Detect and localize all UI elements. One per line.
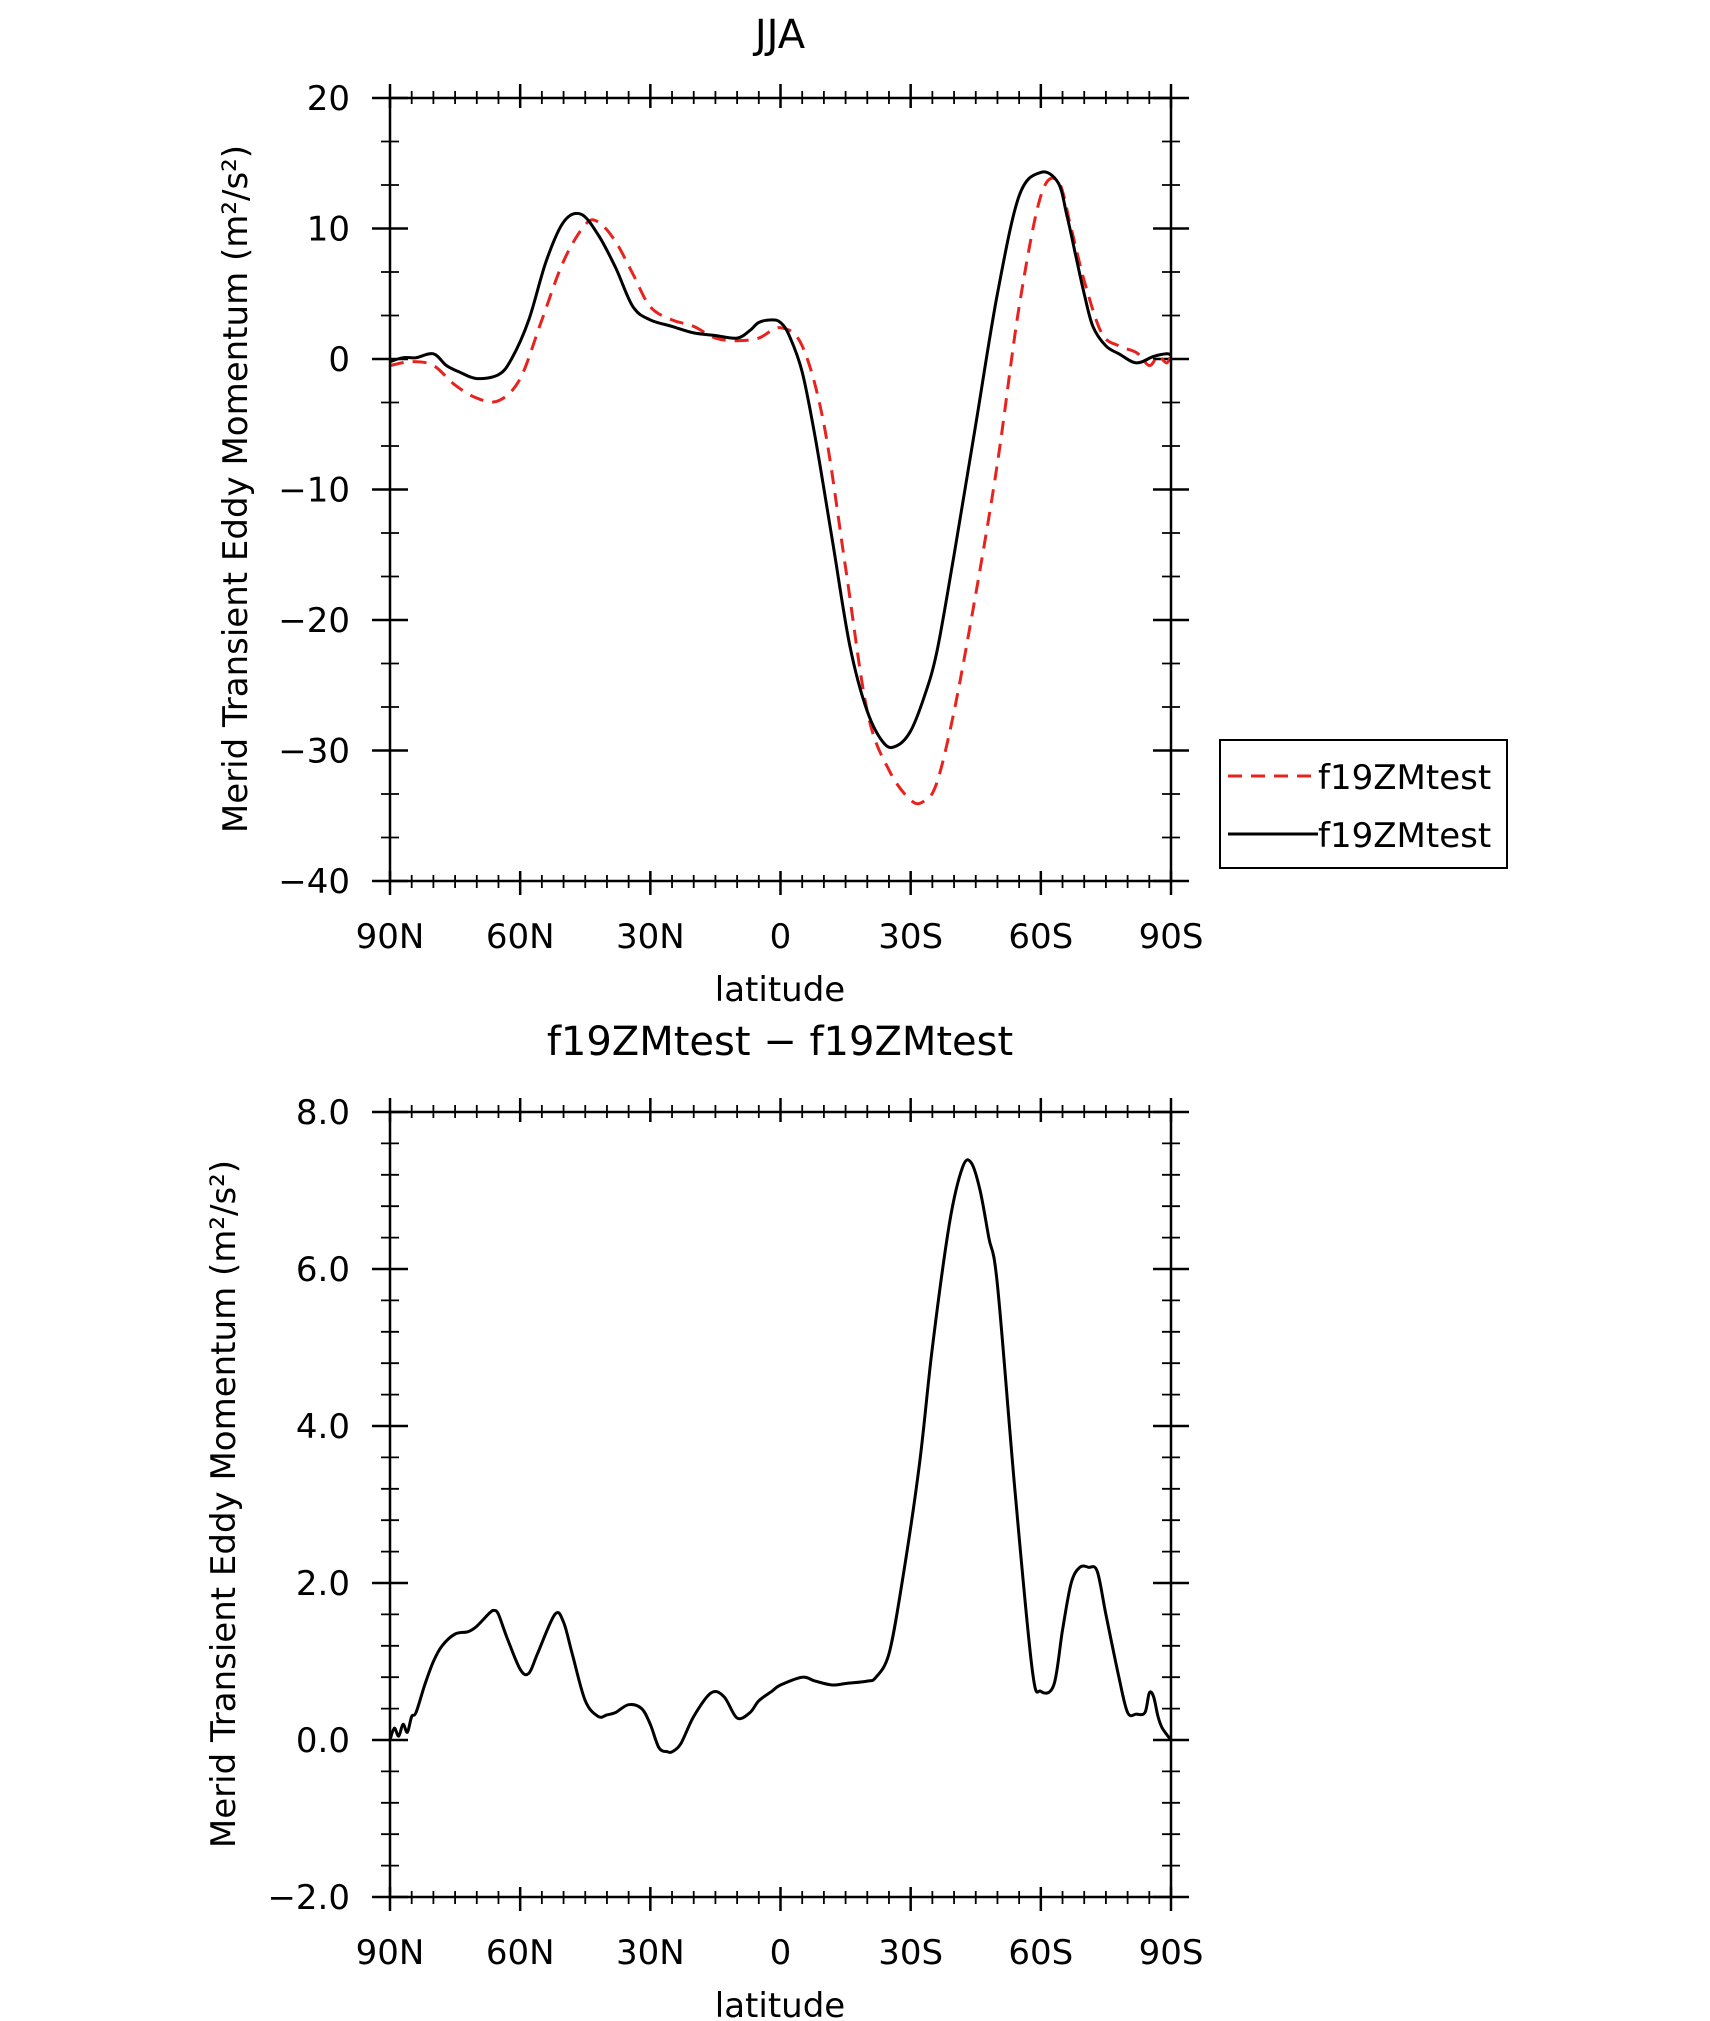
top-chart: JJA 90N 60N 30N 0 30S 60S 90S −40 −30 −20 −10 0 10 20… bbox=[216, 12, 1508, 1010]
legend-label-series-2: f19ZMtest bbox=[1318, 816, 1491, 856]
bottom-x-tick-label: 30N bbox=[616, 1933, 685, 1973]
top-x-tick-label: 0 bbox=[770, 917, 792, 957]
top-x-axis-label: latitude bbox=[715, 970, 845, 1010]
top-chart-series bbox=[389, 170, 1173, 806]
bottom-x-tick-label: 30S bbox=[878, 1933, 943, 1973]
legend-label-series-1: f19ZMtest bbox=[1318, 758, 1491, 798]
top-y-tick-label: −30 bbox=[278, 732, 350, 772]
top-y-tick-label: −10 bbox=[278, 471, 350, 511]
bottom-y-tick-label: 4.0 bbox=[296, 1407, 350, 1447]
top-x-tick-label: 30N bbox=[616, 917, 685, 957]
bottom-y-tick-label: 0.0 bbox=[296, 1721, 350, 1761]
bottom-x-tick-label: 90S bbox=[1139, 1933, 1204, 1973]
top-x-tick-label: 90S bbox=[1139, 917, 1204, 957]
bottom-x-tick-label: 0 bbox=[770, 1933, 792, 1973]
bottom-x-tick-label: 60S bbox=[1008, 1933, 1073, 1973]
top-series-line-2 bbox=[389, 170, 1172, 750]
top-y-tick-label: −20 bbox=[278, 601, 350, 641]
bottom-plot-frame bbox=[388, 1110, 1173, 1899]
legend: f19ZMtest f19ZMtest bbox=[1219, 739, 1508, 869]
top-chart-ticks bbox=[372, 84, 1189, 895]
bottom-chart-tick-labels: 90N 60N 30N 0 30S 60S 90S −2.0 0.0 2.0 4.0 6.0 8.0 bbox=[267, 1093, 1203, 1973]
bottom-chart-title: f19ZMtest − f19ZMtest bbox=[547, 1019, 1013, 1065]
bottom-x-axis-label: latitude bbox=[715, 1986, 845, 2021]
top-x-tick-label: 60S bbox=[1008, 917, 1073, 957]
legend-box bbox=[1219, 739, 1508, 869]
bottom-chart: f19ZMtest − f19ZMtest 90N 60N 30N 0 30S 60S 90… bbox=[204, 1019, 1203, 2021]
bottom-chart-series bbox=[388, 1158, 1173, 1755]
top-y-tick-label: 0 bbox=[328, 340, 350, 380]
top-chart-title: JJA bbox=[752, 12, 806, 58]
bottom-x-tick-label: 90N bbox=[356, 1933, 425, 1973]
bottom-series-line-1 bbox=[388, 1158, 1173, 1755]
top-x-tick-label: 60N bbox=[486, 917, 555, 957]
bottom-x-tick-label: 60N bbox=[486, 1933, 555, 1973]
top-y-tick-label: 20 bbox=[307, 79, 350, 119]
bottom-y-tick-label: 2.0 bbox=[296, 1564, 350, 1604]
top-plot-frame bbox=[388, 96, 1173, 883]
top-y-tick-label: 10 bbox=[307, 210, 350, 250]
top-y-axis-label: Merid Transient Eddy Momentum (m²/s²) bbox=[216, 145, 256, 833]
top-chart-tick-labels: 90N 60N 30N 0 30S 60S 90S −40 −30 −20 −10 0 10 20 bbox=[278, 79, 1203, 957]
top-series-line-1 bbox=[389, 176, 1173, 806]
bottom-y-axis-label: Merid Transient Eddy Momentum (m²/s²) bbox=[204, 1160, 244, 1848]
bottom-chart-ticks bbox=[372, 1098, 1189, 1911]
top-x-tick-label: 90N bbox=[356, 917, 425, 957]
bottom-y-tick-label: 6.0 bbox=[296, 1250, 350, 1290]
bottom-y-tick-label: −2.0 bbox=[267, 1878, 350, 1918]
top-y-tick-label: −40 bbox=[278, 862, 350, 902]
top-x-tick-label: 30S bbox=[878, 917, 943, 957]
bottom-y-tick-label: 8.0 bbox=[296, 1093, 350, 1133]
